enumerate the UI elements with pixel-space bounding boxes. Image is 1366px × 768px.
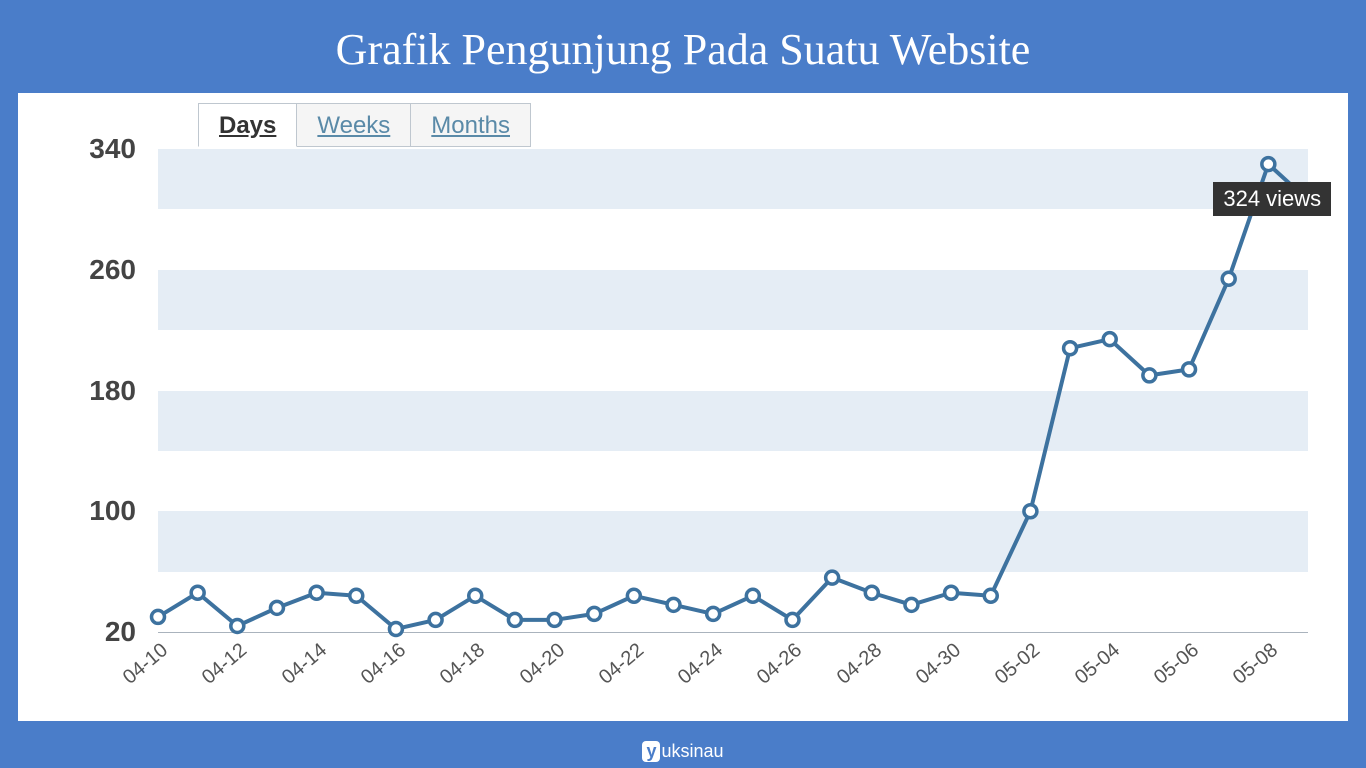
x-tick-label: 05-04	[1071, 639, 1125, 690]
data-point[interactable]	[1222, 272, 1235, 285]
x-tick-label: 05-02	[991, 639, 1045, 690]
chart-area: 20100180260340 324 views 04-1004-1204-14…	[58, 149, 1318, 681]
data-point[interactable]	[905, 598, 918, 611]
x-tick-label: 04-14	[277, 639, 331, 690]
plot-area: 324 views	[158, 149, 1308, 633]
tab-months[interactable]: Months	[410, 103, 531, 147]
data-point[interactable]	[1143, 369, 1156, 382]
data-point[interactable]	[548, 613, 561, 626]
x-tick-label: 05-08	[1229, 639, 1283, 690]
series-line	[158, 164, 1308, 629]
data-point[interactable]	[667, 598, 680, 611]
value-tooltip: 324 views	[1213, 182, 1331, 216]
data-point[interactable]	[786, 613, 799, 626]
footer-badge: y	[642, 741, 660, 762]
tab-days[interactable]: Days	[198, 103, 297, 147]
line-series	[158, 149, 1308, 632]
footer-text: uksinau	[661, 741, 723, 761]
x-tick-label: 04-18	[436, 639, 490, 690]
data-point[interactable]	[350, 589, 363, 602]
y-tick-label: 260	[89, 254, 136, 286]
page-title: Grafik Pengunjung Pada Suatu Website	[0, 0, 1366, 93]
x-tick-label: 04-12	[198, 639, 252, 690]
y-tick-label: 180	[89, 375, 136, 407]
data-point[interactable]	[707, 607, 720, 620]
data-point[interactable]	[469, 589, 482, 602]
x-tick-label: 05-06	[1150, 639, 1204, 690]
tab-weeks[interactable]: Weeks	[296, 103, 411, 147]
data-point[interactable]	[1262, 158, 1275, 171]
data-point[interactable]	[310, 586, 323, 599]
x-tick-label: 04-28	[833, 639, 887, 690]
data-point[interactable]	[1183, 363, 1196, 376]
x-axis: 04-1004-1204-1404-1604-1804-2004-2204-24…	[158, 633, 1308, 681]
chart-panel: Days Weeks Months 20 100 180 260 340 324 vie…	[18, 93, 1348, 721]
y-axis: 20100180260340	[58, 149, 148, 633]
data-point[interactable]	[826, 571, 839, 584]
data-point[interactable]	[231, 619, 244, 632]
data-point[interactable]	[508, 613, 521, 626]
data-point[interactable]	[152, 610, 165, 623]
data-point[interactable]	[588, 607, 601, 620]
x-tick-label: 04-16	[357, 639, 411, 690]
data-point[interactable]	[746, 589, 759, 602]
x-tick-label: 04-24	[674, 639, 728, 690]
data-point[interactable]	[984, 589, 997, 602]
data-point[interactable]	[1024, 505, 1037, 518]
range-tabs: Days Weeks Months	[198, 103, 530, 147]
footer-brand: yuksinau	[0, 741, 1366, 762]
y-tick-label: 340	[89, 133, 136, 165]
data-point[interactable]	[1103, 333, 1116, 346]
x-tick-label: 04-22	[595, 639, 649, 690]
data-point[interactable]	[270, 601, 283, 614]
data-point[interactable]	[627, 589, 640, 602]
data-point[interactable]	[191, 586, 204, 599]
x-tick-label: 04-20	[515, 639, 569, 690]
y-tick-label: 100	[89, 495, 136, 527]
x-tick-label: 04-30	[912, 639, 966, 690]
x-tick-label: 04-26	[753, 639, 807, 690]
data-point[interactable]	[865, 586, 878, 599]
data-point[interactable]	[429, 613, 442, 626]
y-tick-label: 20	[105, 616, 136, 648]
data-point[interactable]	[945, 586, 958, 599]
data-point[interactable]	[1064, 342, 1077, 355]
